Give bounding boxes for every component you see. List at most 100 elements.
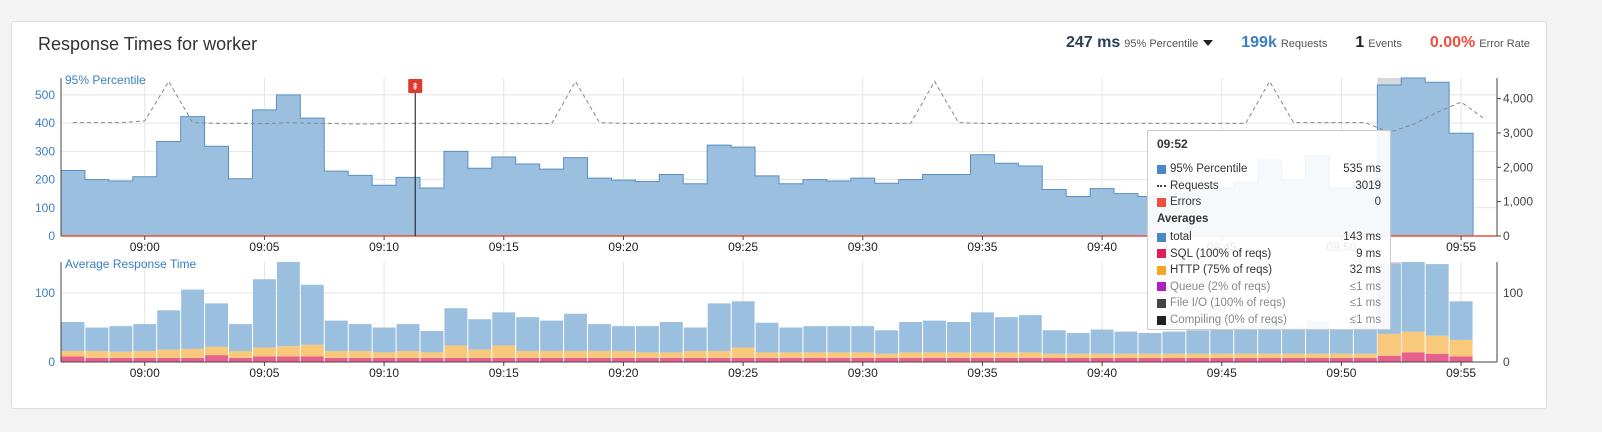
tooltip-row-value: 3019	[1355, 179, 1381, 192]
sql-bar	[205, 355, 229, 362]
total-bar	[707, 303, 731, 351]
http-bar	[1138, 353, 1162, 358]
http-bar	[420, 352, 444, 358]
total-bar	[635, 326, 659, 353]
sql-bar	[923, 357, 947, 362]
x-tick-label: 09:35	[967, 366, 997, 380]
x-tick-label: 09:40	[1087, 366, 1117, 380]
http-bar	[1210, 353, 1234, 358]
http-bar	[1090, 353, 1114, 358]
sql-bar	[803, 357, 827, 362]
total-bar	[229, 324, 252, 351]
stats-bar: 247 ms 95% Percentile 199k Requests 1 Ev…	[1038, 34, 1530, 52]
tooltip-average-row: Compiling (0% of reqs) ≤1 ms	[1157, 312, 1381, 329]
total-bar	[1425, 264, 1449, 336]
tooltip-averages-header: Averages	[1157, 212, 1209, 225]
total-bar	[205, 303, 229, 347]
sql-bar	[324, 357, 348, 362]
total-bar	[1353, 326, 1377, 354]
color-swatch-icon	[1157, 265, 1166, 275]
http-bar	[109, 351, 133, 358]
events-stat[interactable]: 1 Events	[1355, 34, 1402, 52]
y-right-tick-label: 4,000	[1503, 92, 1533, 106]
tooltip-average-label: Compiling (0% of reqs)	[1170, 314, 1287, 327]
http-bar	[827, 352, 851, 358]
total-bar	[899, 322, 923, 353]
sql-bar	[779, 357, 803, 362]
x-tick-label: 09:55	[1446, 366, 1476, 380]
total-bar	[803, 326, 827, 353]
http-bar	[276, 346, 300, 357]
sql-bar	[1186, 357, 1210, 362]
x-tick-label: 09:00	[130, 366, 160, 380]
sql-bar	[229, 357, 252, 362]
total-bar	[1018, 315, 1042, 353]
sql-bar	[1449, 356, 1473, 362]
total-bar	[1138, 333, 1162, 354]
total-bar	[1401, 262, 1425, 332]
caret-down-icon[interactable]	[1203, 40, 1214, 46]
top-chart-series-label: 95% Percentile	[65, 73, 146, 87]
total-bar	[1186, 330, 1210, 354]
sql-bar	[420, 357, 444, 362]
x-tick-label: 09:10	[369, 366, 399, 380]
http-bar	[396, 350, 420, 358]
http-bar	[1066, 353, 1090, 358]
http-bar	[1425, 335, 1449, 354]
tooltip-average-row: SQL (100% of reqs) 9 ms	[1157, 245, 1381, 262]
x-tick-label: 09:10	[369, 240, 399, 254]
deploy-marker-label: ⇞	[411, 82, 419, 93]
percentile-stat[interactable]: 247 ms 95% Percentile	[1065, 34, 1214, 52]
requests-stat[interactable]: 199k Requests	[1241, 34, 1327, 52]
requests-value: 199k	[1241, 34, 1277, 51]
total-bar	[61, 322, 85, 351]
sql-bar	[947, 357, 970, 362]
http-bar	[564, 350, 588, 358]
tooltip-average-value: 143 ms	[1343, 231, 1381, 244]
x-tick-label: 09:25	[728, 240, 758, 254]
y-tick-label: 300	[35, 144, 55, 158]
total-bar	[276, 262, 300, 347]
total-bar	[1090, 329, 1114, 354]
http-bar	[635, 352, 659, 358]
total-bar	[420, 330, 444, 353]
x-tick-label: 09:20	[608, 366, 638, 380]
sql-bar	[564, 357, 588, 362]
total-bar	[444, 308, 468, 346]
http-bar	[731, 347, 755, 358]
http-bar	[372, 352, 396, 358]
y-tick-label: 400	[35, 116, 55, 130]
bottom-chart-series-label: Average Response Time	[65, 257, 197, 271]
sql-bar	[1401, 352, 1425, 362]
tooltip-row-label: Errors	[1170, 196, 1202, 209]
events-label: Events	[1368, 38, 1402, 50]
tooltip-row: Errors 0	[1157, 194, 1381, 211]
total-bar	[731, 301, 755, 348]
total-bar	[492, 312, 516, 346]
events-value: 1	[1355, 34, 1365, 51]
http-bar	[348, 350, 372, 358]
http-bar	[1306, 353, 1329, 358]
http-bar	[803, 352, 827, 358]
http-bar	[181, 348, 205, 358]
x-tick-label: 09:15	[489, 366, 519, 380]
sql-bar	[659, 357, 683, 362]
total-bar	[516, 317, 540, 351]
sql-bar	[181, 357, 205, 362]
y-tick-label: 0	[48, 229, 55, 243]
sql-bar	[1066, 357, 1090, 362]
total-bar	[659, 322, 683, 353]
tooltip-average-label: SQL (100% of reqs)	[1170, 247, 1272, 260]
error-rate-stat[interactable]: 0.00% Error Rate	[1430, 34, 1530, 52]
sql-bar	[1090, 357, 1114, 362]
percentile-value: 247 ms	[1065, 34, 1121, 51]
http-bar	[659, 352, 683, 358]
total-bar	[348, 324, 372, 351]
total-bar	[947, 322, 970, 353]
http-bar	[755, 352, 779, 358]
sql-bar	[516, 357, 540, 362]
sql-bar	[1018, 357, 1042, 362]
x-tick-label: 09:40	[1087, 240, 1117, 254]
x-tick-label: 09:00	[130, 240, 160, 254]
